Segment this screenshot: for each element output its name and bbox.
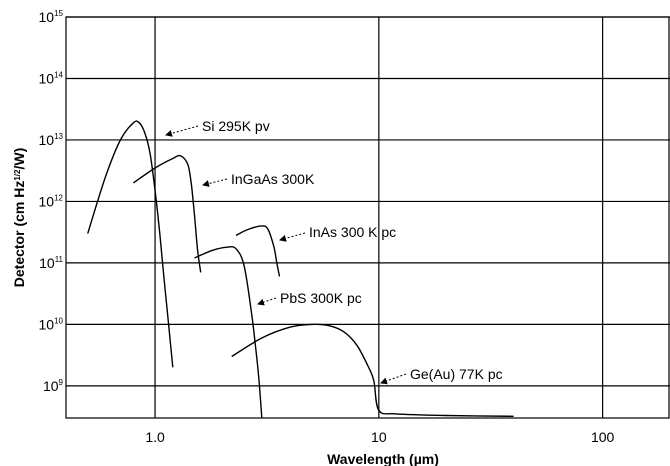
annotation-arrow <box>165 125 199 137</box>
grid <box>66 16 670 418</box>
y-tick-exponent: 11 <box>55 255 64 264</box>
y-tick-base: 10 <box>43 378 59 394</box>
series-annotation-label: Si 295K pv <box>202 118 270 134</box>
series-annotation-label: InGaAs 300K <box>231 171 315 187</box>
y-tick-label: 1011 <box>39 255 63 271</box>
series-line <box>231 323 514 417</box>
y-tick-base: 10 <box>39 316 55 332</box>
y-tick-label: 109 <box>43 378 64 394</box>
series-line <box>133 154 202 273</box>
y-tick-exponent: 14 <box>54 70 63 79</box>
y-tick-label: 1013 <box>39 132 64 148</box>
y-tick-exponent: 12 <box>54 193 63 202</box>
y-tick-label: 1012 <box>39 193 64 209</box>
series-annotation-label: Ge(Au) 77K pc <box>410 366 503 382</box>
y-tick-base: 10 <box>39 132 55 148</box>
y-tick-base: 10 <box>39 255 55 271</box>
x-tick-label: 10 <box>371 429 387 445</box>
annotation-arrow <box>202 178 228 187</box>
y-tick-label: 1014 <box>39 70 64 86</box>
series-annotations: Si 295K pv InGaAs 300K InAs 300 K pc PbS 30… <box>165 118 503 385</box>
y-axis-label-post: /W) <box>11 148 27 170</box>
plot-frame <box>65 16 670 419</box>
y-axis-label-pre: Detector (cm Hz <box>11 181 27 288</box>
y-tick-exponent: 15 <box>54 9 63 18</box>
series-line <box>235 225 281 277</box>
y-axis-label: Detector (cm Hz1/2/W) <box>11 148 27 287</box>
annotation-arrow <box>257 297 277 306</box>
y-tick-exponent: 13 <box>54 132 63 141</box>
x-tick-label: 1.0 <box>145 429 165 445</box>
y-tick-base: 10 <box>39 193 55 209</box>
series-lines <box>87 120 514 419</box>
x-axis-label: Wavelength (µm) <box>327 451 439 466</box>
series-line <box>87 120 174 368</box>
x-tick-label: 100 <box>591 429 615 445</box>
y-tick-base: 10 <box>39 70 55 86</box>
series-annotation-label: PbS 300K pc <box>280 290 362 306</box>
y-tick-label: 1010 <box>39 316 64 332</box>
series-line <box>194 246 263 419</box>
y-axis-label-sup: 1/2 <box>13 169 22 181</box>
annotation-arrow <box>380 373 407 385</box>
y-tick-base: 10 <box>39 9 55 25</box>
y-tick-exponent: 10 <box>54 316 63 325</box>
series-annotation-label: InAs 300 K pc <box>309 224 396 240</box>
y-tick-exponent: 9 <box>59 378 64 387</box>
annotation-arrow <box>279 232 306 242</box>
y-tick-label: 1015 <box>39 9 64 25</box>
